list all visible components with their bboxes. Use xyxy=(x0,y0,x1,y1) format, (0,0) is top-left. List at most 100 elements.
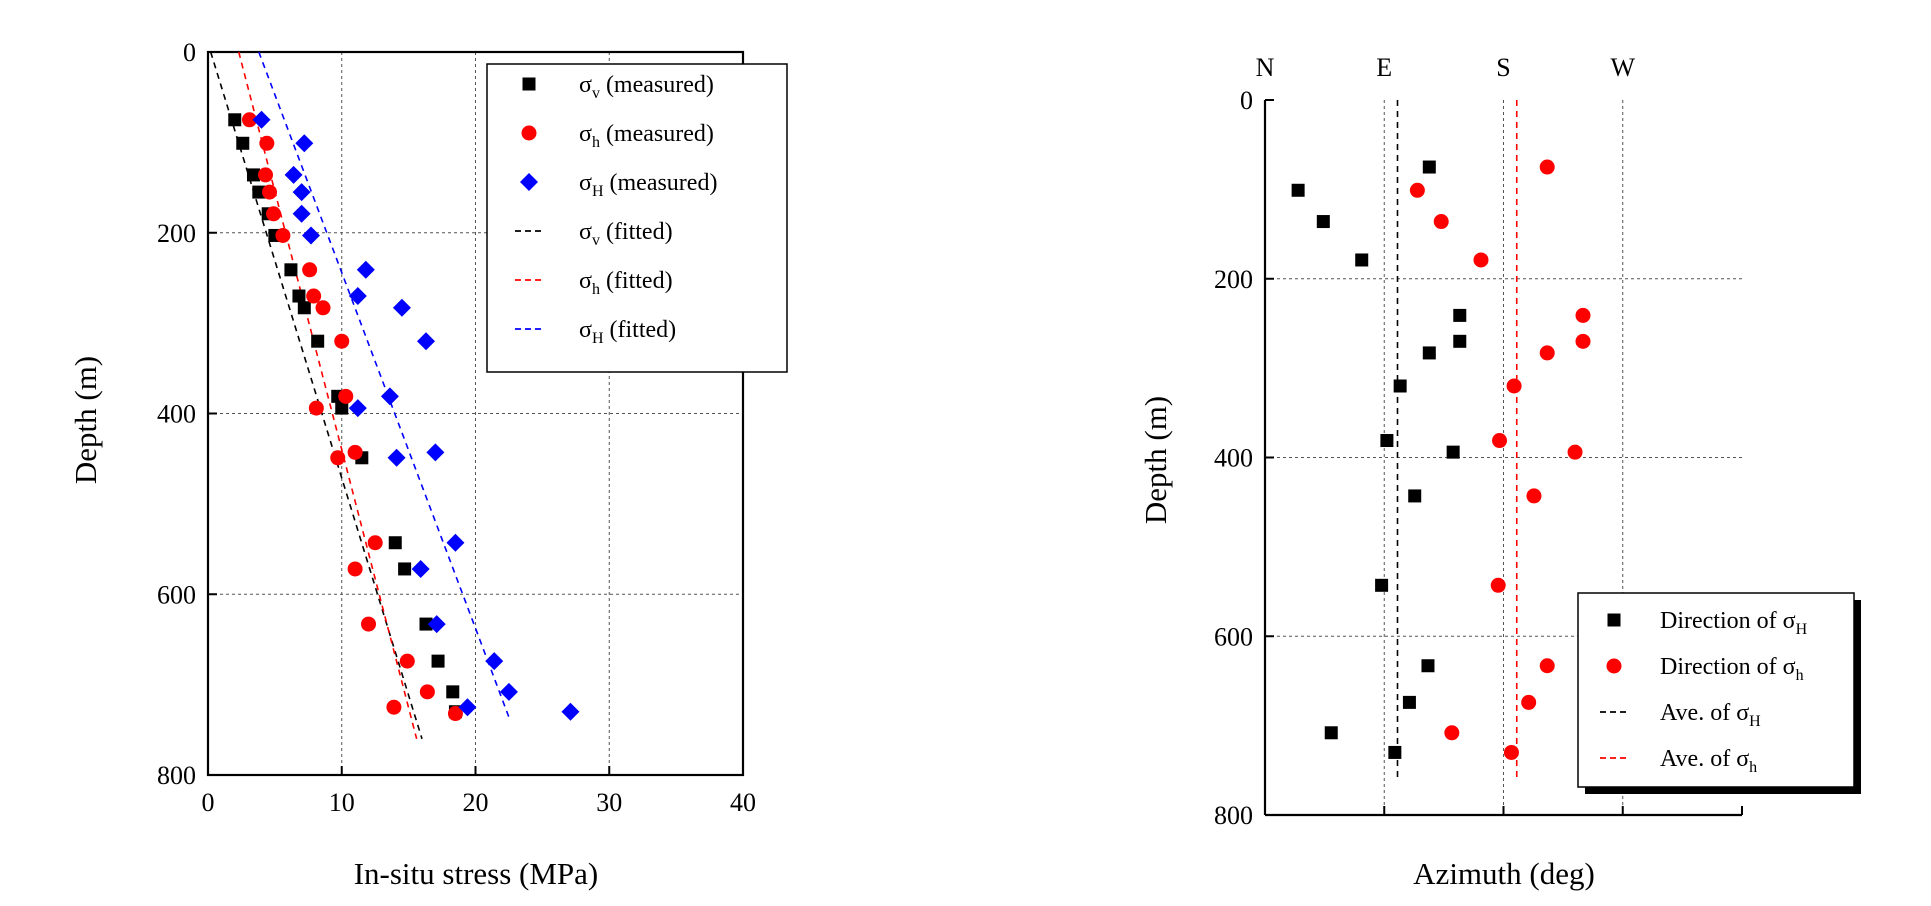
azimuth-point-square xyxy=(1422,346,1436,360)
azimuth-legend-label-sub: h xyxy=(1796,667,1804,684)
azimuth-point-square xyxy=(1453,334,1467,348)
azimuth-point-square xyxy=(1316,215,1330,229)
stress-point-diamond xyxy=(561,702,580,721)
azimuth-point-circle xyxy=(1503,744,1519,760)
azimuth-point-circle xyxy=(1433,214,1449,230)
stress-legend-label: σv (measured) xyxy=(579,72,714,102)
stress-legend-label-sub: H xyxy=(592,183,604,200)
stress-point-square xyxy=(398,562,412,576)
stress-point-diamond xyxy=(292,183,311,202)
azimuth-y-tick-label: 0 xyxy=(1240,86,1253,115)
stress-point-circle xyxy=(258,167,274,183)
stress-point-diamond xyxy=(252,110,271,129)
stress-point-diamond xyxy=(427,615,446,634)
azimuth-direction-label: N xyxy=(1256,53,1275,82)
stress-point-circle xyxy=(315,300,331,316)
azimuth-legend-label: Direction of σh xyxy=(1660,654,1804,684)
stress-point-diamond xyxy=(387,448,406,467)
stress-legend-label-sub: v xyxy=(592,85,600,102)
stress-legend: σv (measured) σh (measured) σH (measured) σ… xyxy=(486,63,788,373)
azimuth-legend-label: Direction of σH xyxy=(1660,608,1808,638)
azimuth-point-square xyxy=(1422,160,1436,174)
stress-legend-label: σH (measured) xyxy=(579,170,717,200)
azimuth-point-square xyxy=(1388,745,1402,759)
stress-legend-label-rest: (fitted) xyxy=(604,317,677,343)
stress-x-tick-label: 20 xyxy=(463,788,489,817)
azimuth-y-tick-label: 400 xyxy=(1214,444,1253,473)
stress-x-tick-label: 0 xyxy=(202,788,215,817)
azimuth-legend-label-main: Direction of σ xyxy=(1660,608,1796,634)
stress-legend-label-main: σ xyxy=(579,268,592,294)
stress-legend-label-sub: H xyxy=(592,330,604,347)
stress-point-diamond xyxy=(348,287,367,306)
azimuth-point-circle xyxy=(1539,159,1555,175)
stress-legend-marker xyxy=(520,173,538,191)
stress-point-circle xyxy=(262,184,278,200)
azimuth-legend-label: Ave. of σH xyxy=(1660,700,1761,730)
azimuth-point-square xyxy=(1380,434,1394,448)
azimuth-legend-label-sub: H xyxy=(1796,621,1808,638)
azimuth-legend-marker xyxy=(1606,658,1622,674)
stress-point-circle xyxy=(241,112,257,128)
stress-point-diamond xyxy=(295,134,314,153)
stress-point-circle xyxy=(334,333,350,349)
stress-point-circle xyxy=(259,135,275,151)
azimuth-direction-label: S xyxy=(1496,53,1510,82)
stress-x-axis-label: In-situ stress (MPa) xyxy=(354,856,599,891)
azimuth-y-ticks: 0 200 400 600 800 xyxy=(1214,86,1274,830)
azimuth-point-square xyxy=(1421,659,1435,673)
stress-point-circle xyxy=(399,653,415,669)
stress-point-diamond xyxy=(411,559,430,578)
stress-point-square xyxy=(431,654,445,668)
stress-legend-marker xyxy=(522,77,536,91)
stress-fit-lines xyxy=(209,51,512,740)
azimuth-point-circle xyxy=(1506,378,1522,394)
stress-point-diamond xyxy=(356,260,375,279)
stress-y-axis-label: Depth (m) xyxy=(68,356,103,484)
stress-legend-marker xyxy=(521,125,537,141)
stress-point-circle xyxy=(275,227,291,243)
stress-point-circle xyxy=(347,444,363,460)
azimuth-legend-marker xyxy=(1607,613,1621,627)
stress-point-square xyxy=(446,685,460,699)
stress-y-tick-label: 800 xyxy=(157,761,196,790)
azimuth-point-circle xyxy=(1526,488,1542,504)
stress-point-circle xyxy=(447,706,463,722)
stress-point-circle xyxy=(330,450,346,466)
stress-y-tick-label: 0 xyxy=(183,38,196,67)
azimuth-x-axis-label: Azimuth (deg) xyxy=(1413,856,1595,891)
stress-point-square xyxy=(419,617,433,631)
stress-x-tick-label: 40 xyxy=(730,788,756,817)
azimuth-direction-label: E xyxy=(1376,53,1392,82)
azimuth-y-tick-label: 600 xyxy=(1214,622,1253,651)
stress-legend-label-sub: h xyxy=(592,281,600,298)
azimuth-point-circle xyxy=(1490,577,1506,593)
stress-point-circle xyxy=(266,206,282,222)
azimuth-point-circle xyxy=(1575,333,1591,349)
stress-legend-label: σh (fitted) xyxy=(579,268,673,298)
stress-point-circle xyxy=(386,699,402,715)
stress-point-circle xyxy=(367,535,383,551)
stress-legend-label: σh (measured) xyxy=(579,121,714,151)
stress-fit-line xyxy=(258,51,512,722)
stress-legend-label-main: σ xyxy=(579,317,592,343)
stress-legend-label-main: σ xyxy=(579,219,592,245)
stress-y-tick-label: 400 xyxy=(157,400,196,429)
azimuth-legend-label-sub: H xyxy=(1749,713,1761,730)
azimuth-point-circle xyxy=(1492,433,1508,449)
stress-point-square xyxy=(252,185,266,199)
azimuth-point-square xyxy=(1408,489,1422,503)
stress-legend-label-sub: v xyxy=(592,232,600,249)
stress-x-ticks: 0 10 20 30 40 xyxy=(202,766,756,817)
stress-point-square xyxy=(311,334,325,348)
azimuth-point-circle xyxy=(1575,307,1591,323)
stress-legend-label-main: σ xyxy=(579,72,592,98)
stress-legend-label-rest: (fitted) xyxy=(600,219,673,245)
stress-point-diamond xyxy=(380,387,399,406)
stress-point-square xyxy=(246,168,260,182)
azimuth-legend-box xyxy=(1577,592,1855,788)
azimuth-point-square xyxy=(1453,308,1467,322)
azimuth-point-circle xyxy=(1409,182,1425,198)
stress-point-square xyxy=(297,301,311,315)
